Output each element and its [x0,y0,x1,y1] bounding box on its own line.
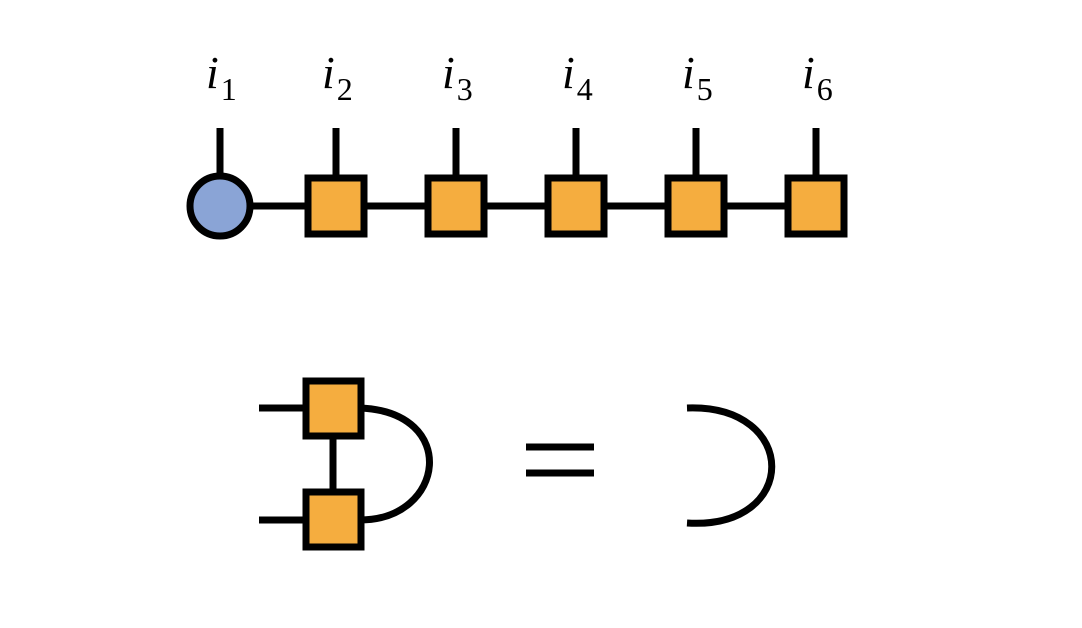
index-base: i [682,47,695,98]
isometry-equation [259,377,776,551]
site-index-label-2: i2 [322,47,353,107]
site-index-label-5: i5 [682,47,713,107]
index-subscript: 2 [337,71,353,107]
index-base: i [442,47,455,98]
lower-tensor [302,488,365,551]
site-index-label-6: i6 [802,47,833,107]
tensor-node-4 [544,174,608,238]
index-base: i [322,47,335,98]
mps-chain: i1 i2 i3 i4 i5 i6 [186,47,848,240]
index-subscript: 5 [697,71,713,107]
identity-arc [686,404,776,527]
index-base: i [802,47,815,98]
tensor-node-3 [424,174,488,238]
tensor-node-5 [664,174,728,238]
index-base: i [206,47,219,98]
orthogonality-center-node [186,172,254,240]
index-base: i [562,47,575,98]
site-index-label-4: i4 [562,47,593,107]
tensor-node-2 [304,174,368,238]
index-subscript: 6 [817,71,833,107]
site-index-label-3: i3 [442,47,473,107]
contraction-arc [359,404,433,524]
tensor-node-6 [784,174,848,238]
site-index-label-1: i1 [206,47,237,107]
index-subscript: 4 [577,71,593,107]
index-subscript: 3 [457,71,473,107]
upper-tensor [302,377,365,440]
index-subscript: 1 [221,71,237,107]
